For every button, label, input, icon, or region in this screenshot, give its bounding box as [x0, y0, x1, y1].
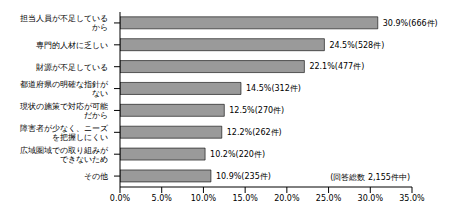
svg-text:0.0%: 0.0% — [110, 194, 131, 203]
svg-text:障害者が少なく、ニーズを把握しにくい: 障害者が少なく、ニーズを把握しにくい — [20, 123, 109, 141]
svg-text:10.9%(235件): 10.9%(235件) — [216, 172, 271, 181]
svg-text:22.1%(477件): 22.1%(477件) — [309, 62, 364, 71]
svg-text:10.0%: 10.0% — [191, 194, 217, 203]
svg-text:都道府県の明確な指針がない: 都道府県の明確な指針がない — [20, 80, 109, 98]
svg-text:25.0%: 25.0% — [316, 194, 342, 203]
svg-text:15.0%: 15.0% — [232, 194, 258, 203]
svg-text:広域圏域での取り組みができないため: 広域圏域での取り組みができないため — [20, 145, 109, 163]
svg-text:14.5%(312件): 14.5%(312件) — [246, 84, 301, 93]
svg-text:30.0%: 30.0% — [358, 194, 384, 203]
svg-text:その他: その他 — [84, 172, 108, 181]
svg-text:現状の施策で対応が可能だから: 現状の施策で対応が可能だから — [20, 101, 108, 119]
svg-text:5.0%: 5.0% — [152, 194, 173, 203]
svg-text:20.0%: 20.0% — [274, 194, 300, 203]
svg-text:財源が不足している: 財源が不足している — [36, 62, 108, 71]
svg-text:担当人員が不足しているから: 担当人員が不足しているから — [20, 14, 108, 32]
svg-text:24.5%(528件): 24.5%(528件) — [329, 41, 384, 50]
svg-text:30.9%(666件): 30.9%(666件) — [383, 19, 438, 28]
html-text:(回答総数 2,155件中): (回答総数 2,155件中) — [330, 173, 410, 182]
svg-text:専門的人材に乏しい: 専門的人材に乏しい — [36, 40, 108, 49]
svg-text:12.2%(262件): 12.2%(262件) — [227, 128, 282, 137]
svg-text:35.0%: 35.0% — [399, 194, 425, 203]
svg-text:12.5%(270件): 12.5%(270件) — [229, 106, 284, 115]
svg-text:10.2%(220件): 10.2%(220件) — [210, 150, 265, 159]
